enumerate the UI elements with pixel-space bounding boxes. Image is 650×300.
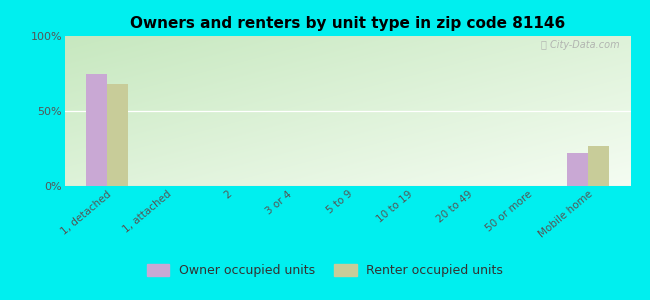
Bar bbox=[567, 153, 588, 186]
Legend: Owner occupied units, Renter occupied units: Owner occupied units, Renter occupied un… bbox=[142, 259, 508, 282]
Text: ⓘ City-Data.com: ⓘ City-Data.com bbox=[541, 40, 619, 50]
Bar bbox=[86, 74, 107, 186]
Bar bbox=[588, 146, 610, 186]
Bar bbox=[107, 84, 128, 186]
Title: Owners and renters by unit type in zip code 81146: Owners and renters by unit type in zip c… bbox=[130, 16, 566, 31]
